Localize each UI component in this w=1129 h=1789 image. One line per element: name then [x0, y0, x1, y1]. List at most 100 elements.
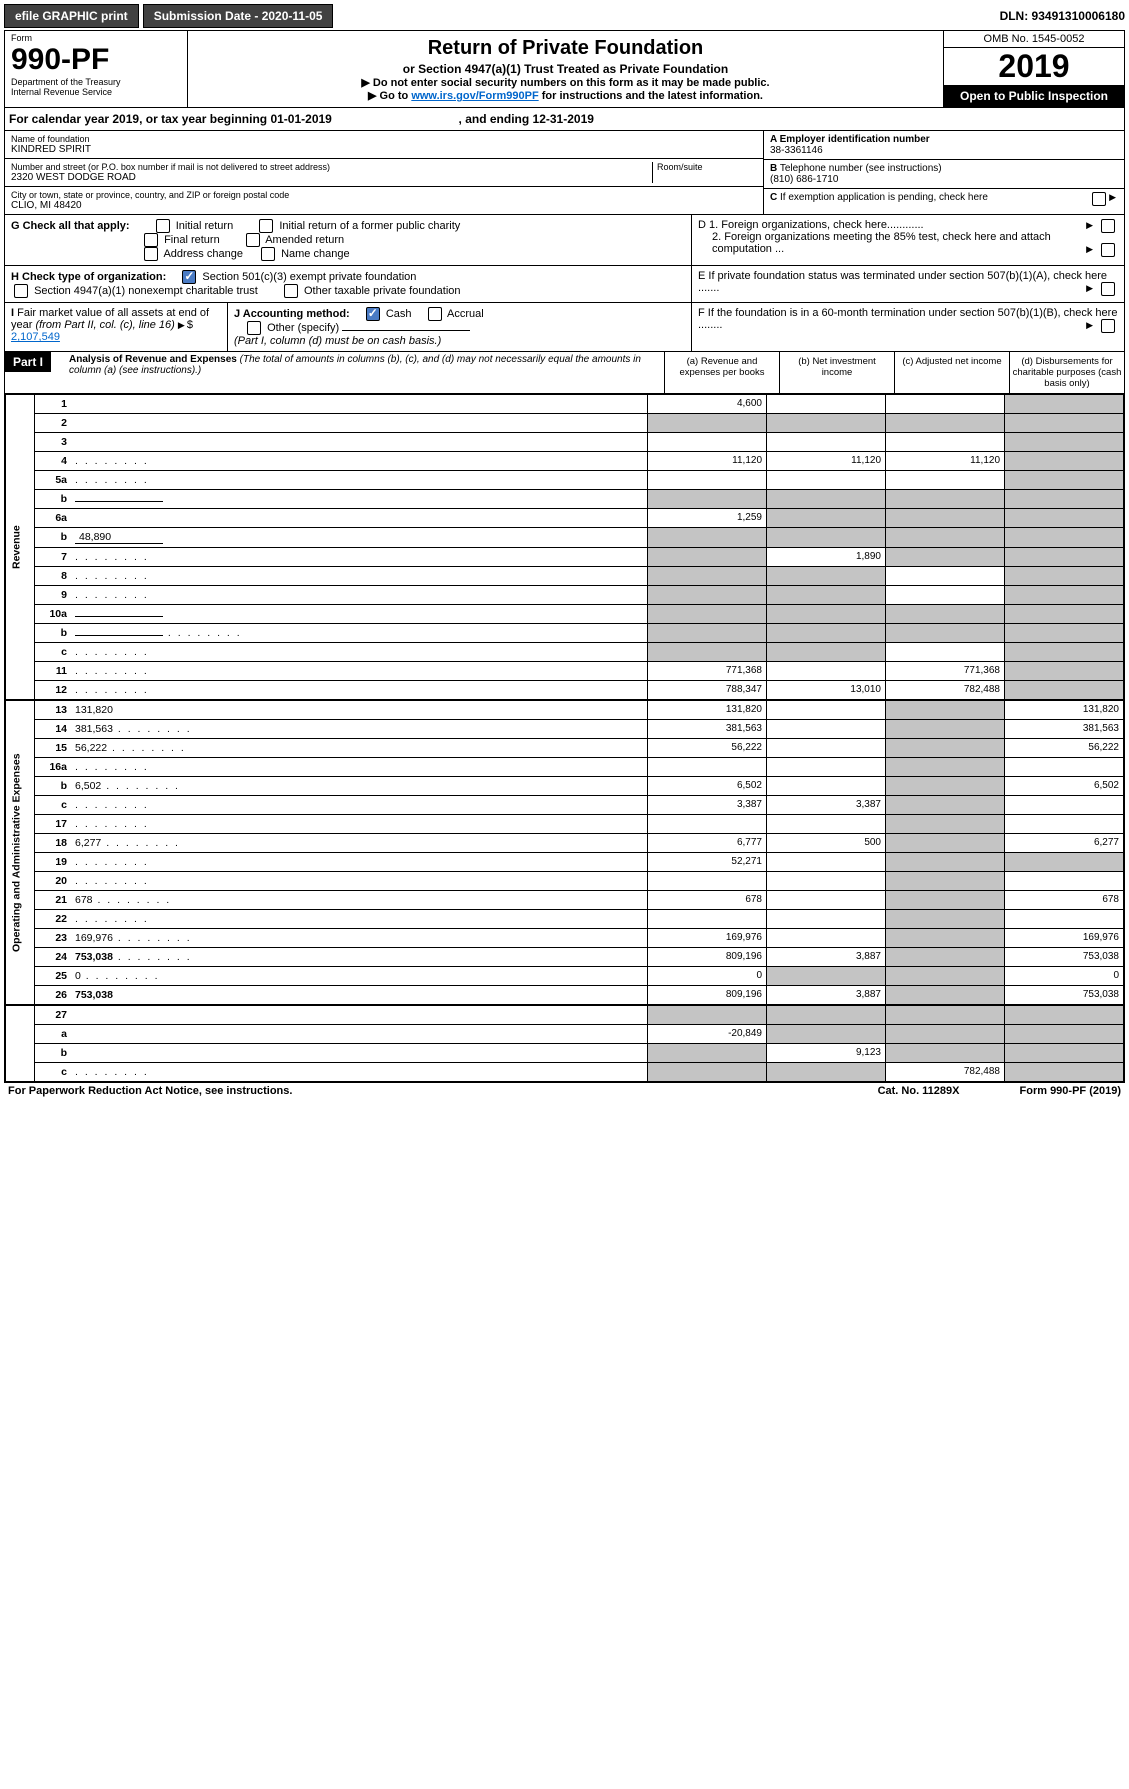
- cell-d: 56,222: [1005, 739, 1124, 758]
- cell-b: 9,123: [767, 1044, 886, 1063]
- cell-b: [767, 1025, 886, 1044]
- table-row: a-20,849: [6, 1025, 1124, 1044]
- cb-name[interactable]: [261, 247, 275, 261]
- line-number: 13: [35, 701, 72, 720]
- line-desc: [71, 586, 648, 605]
- line-number: 2: [35, 414, 72, 433]
- cell-c: [886, 739, 1005, 758]
- cell-d: [1005, 1063, 1124, 1082]
- cell-b: [767, 853, 886, 872]
- submission-btn[interactable]: Submission Date - 2020-11-05: [143, 4, 334, 28]
- cell-c: [886, 548, 1005, 567]
- cell-b: [767, 395, 886, 414]
- cell-d: [1005, 758, 1124, 777]
- cb-amended[interactable]: [246, 233, 260, 247]
- cell-a: [648, 433, 767, 452]
- addr-label: Number and street (or P.O. box number if…: [11, 162, 652, 172]
- cb-accrual[interactable]: [428, 307, 442, 321]
- cell-b: [767, 433, 886, 452]
- table-row: 25000: [6, 967, 1124, 986]
- cell-a: 52,271: [648, 853, 767, 872]
- cb-other-method[interactable]: [247, 321, 261, 335]
- cb-501c3[interactable]: [182, 270, 196, 284]
- cell-d: 169,976: [1005, 929, 1124, 948]
- footer-right: Form 990-PF (2019): [1020, 1085, 1122, 1097]
- fmv-value[interactable]: 2,107,549: [11, 331, 60, 343]
- line-number: 1: [35, 395, 72, 414]
- dept-label: Department of the Treasury: [11, 77, 181, 87]
- cell-d: 678: [1005, 891, 1124, 910]
- line-number: c: [35, 1063, 72, 1082]
- cell-d: [1005, 681, 1124, 700]
- table-row: 17: [6, 815, 1124, 834]
- cell-c: [886, 643, 1005, 662]
- cell-a: [648, 1006, 767, 1025]
- cell-b: [767, 624, 886, 643]
- checkbox-c[interactable]: [1092, 192, 1106, 206]
- line-desc: [71, 471, 648, 490]
- cb-d1[interactable]: [1101, 219, 1115, 233]
- line-number: b: [35, 624, 72, 643]
- cb-address[interactable]: [144, 247, 158, 261]
- irs-link[interactable]: www.irs.gov/Form990PF: [411, 90, 538, 102]
- cell-a: [648, 528, 767, 548]
- page-footer: For Paperwork Reduction Act Notice, see …: [4, 1083, 1125, 1099]
- line-desc: 753,038: [71, 948, 648, 967]
- cb-other-tax[interactable]: [284, 284, 298, 298]
- cb-d2[interactable]: [1101, 243, 1115, 257]
- section-j: J Accounting method: Cash Accrual Other …: [228, 303, 691, 351]
- cell-d: [1005, 1044, 1124, 1063]
- cell-a: 3,387: [648, 796, 767, 815]
- efile-btn[interactable]: efile GRAPHIC print: [4, 4, 139, 28]
- cell-c: [886, 567, 1005, 586]
- line-desc: 381,563: [71, 720, 648, 739]
- cb-e[interactable]: [1101, 282, 1115, 296]
- room-label: Room/suite: [657, 162, 757, 172]
- line-desc: 131,820: [71, 701, 648, 720]
- table-row: 22: [6, 910, 1124, 929]
- cell-c: [886, 777, 1005, 796]
- cell-c: [886, 948, 1005, 967]
- cb-f[interactable]: [1101, 319, 1115, 333]
- cell-a: -20,849: [648, 1025, 767, 1044]
- form-instr1: ▶ Do not enter social security numbers o…: [192, 76, 939, 89]
- cell-a: [648, 567, 767, 586]
- line-number: 6a: [35, 509, 72, 528]
- cell-d: [1005, 509, 1124, 528]
- line-desc: [71, 681, 648, 700]
- line-desc: [71, 815, 648, 834]
- table-row: Operating and Administrative Expenses131…: [6, 701, 1124, 720]
- cell-c: [886, 853, 1005, 872]
- cell-d: [1005, 414, 1124, 433]
- cell-a: [648, 605, 767, 624]
- cell-b: [767, 929, 886, 948]
- cell-c: [886, 1006, 1005, 1025]
- cell-a: [648, 872, 767, 891]
- cell-d: 753,038: [1005, 986, 1124, 1005]
- line-desc: 6,502: [71, 777, 648, 796]
- cell-d: [1005, 395, 1124, 414]
- cell-d: [1005, 528, 1124, 548]
- table-row: 3: [6, 433, 1124, 452]
- line-desc: 56,222: [71, 739, 648, 758]
- line-number: 3: [35, 433, 72, 452]
- cb-final[interactable]: [144, 233, 158, 247]
- cell-b: [767, 528, 886, 548]
- cb-initial[interactable]: [156, 219, 170, 233]
- col-b-head: (b) Net investment income: [779, 352, 894, 393]
- line-number: 10a: [35, 605, 72, 624]
- city-label: City or town, state or province, country…: [11, 190, 757, 200]
- cell-a: [648, 1063, 767, 1082]
- line-desc: [71, 490, 648, 509]
- section-spacer: [6, 1006, 35, 1082]
- line-number: b: [35, 528, 72, 548]
- line-desc: [71, 452, 648, 471]
- table-row: 10a: [6, 605, 1124, 624]
- line-number: 20: [35, 872, 72, 891]
- expense-table: Operating and Administrative Expenses131…: [5, 700, 1124, 1005]
- cb-cash[interactable]: [366, 307, 380, 321]
- cb-initial-public[interactable]: [259, 219, 273, 233]
- form-year-block: OMB No. 1545-0052 2019 Open to Public In…: [943, 31, 1124, 107]
- cell-c: 771,368: [886, 662, 1005, 681]
- cb-4947[interactable]: [14, 284, 28, 298]
